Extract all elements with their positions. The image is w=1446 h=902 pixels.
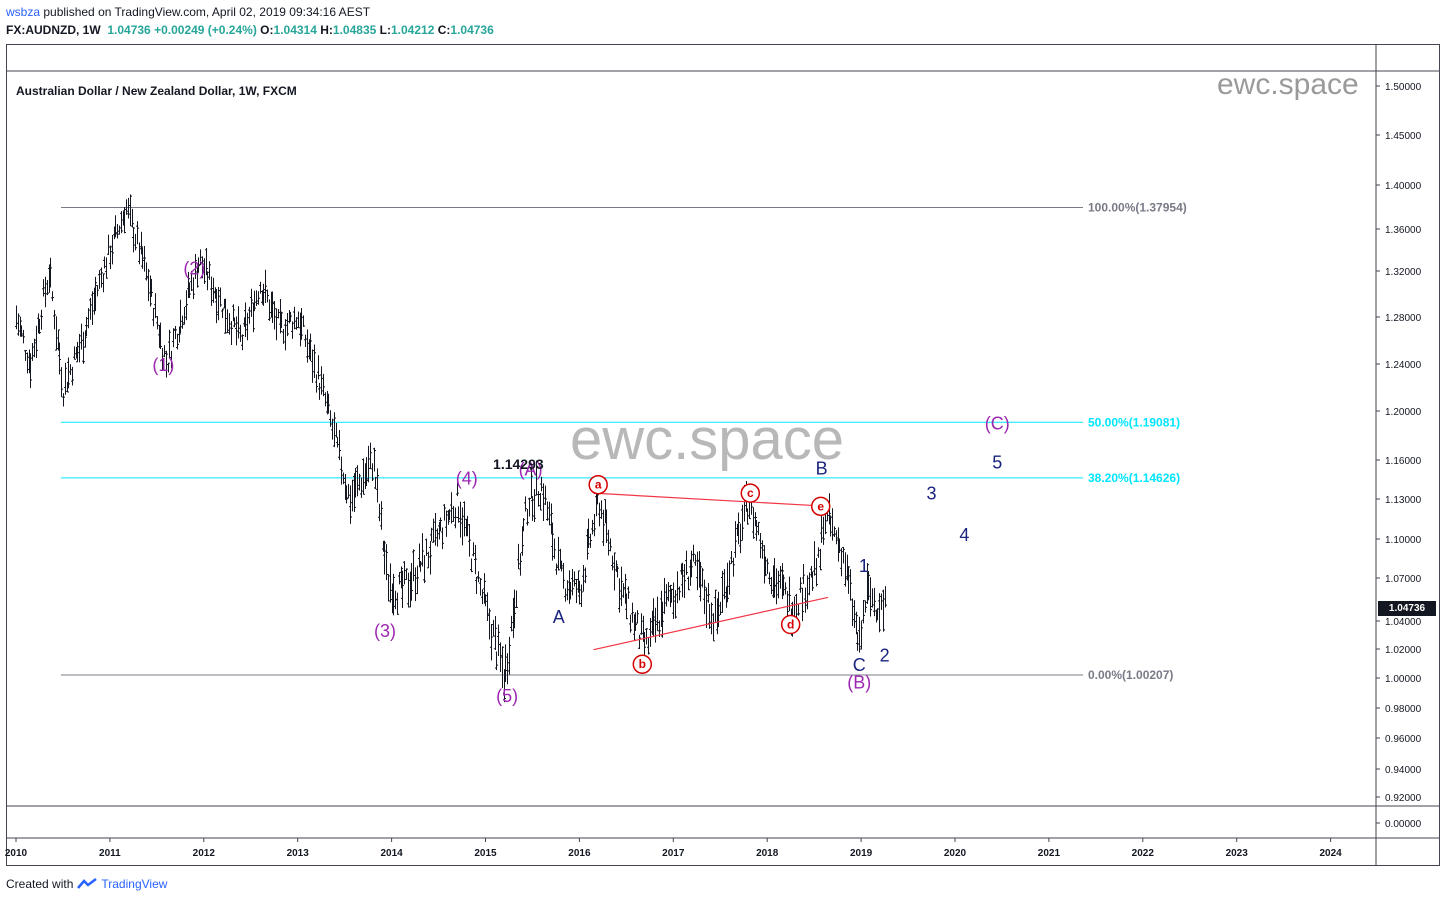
last-price-tag: 1.04736 bbox=[1378, 601, 1436, 616]
price-change: +0.00249 (+0.24%) bbox=[154, 23, 257, 37]
fib-level-label: 38.20%(1.14626) bbox=[1088, 471, 1180, 485]
y-axis-tick-label: 1.32000 bbox=[1385, 267, 1422, 278]
publish-info: wsbza published on TradingView.com, Apri… bbox=[6, 5, 370, 19]
x-axis-tick-label: 2022 bbox=[1132, 848, 1155, 859]
wave-label: 5 bbox=[992, 452, 1002, 472]
open-label: O: bbox=[260, 23, 274, 37]
circle-wave-marker bbox=[810, 496, 831, 517]
x-axis-tick-label: 2020 bbox=[944, 848, 967, 859]
y-axis-tick-label: 1.10000 bbox=[1385, 535, 1422, 546]
circle-wave-label: d bbox=[787, 618, 794, 632]
y-axis-tick-label: 1.02000 bbox=[1385, 645, 1422, 656]
y-axis-tick-label: 1.45000 bbox=[1385, 131, 1422, 142]
wave-label: B bbox=[816, 458, 828, 478]
wave-label: (B) bbox=[847, 673, 871, 693]
low-value: 1.04212 bbox=[390, 23, 435, 37]
circle-wave-marker bbox=[740, 483, 761, 503]
y-axis-tick-label: 1.24000 bbox=[1385, 360, 1422, 371]
circle-wave-marker bbox=[780, 614, 801, 635]
wave-label: (2) bbox=[183, 258, 205, 278]
open-value: 1.04314 bbox=[273, 23, 317, 37]
wave-label: (4) bbox=[456, 469, 478, 489]
wave-label: 1 bbox=[859, 556, 869, 576]
x-axis-tick-label: 2015 bbox=[474, 848, 497, 859]
watermark-center: ewc.space bbox=[570, 407, 845, 472]
x-axis-tick-label: 2016 bbox=[568, 848, 591, 859]
y-axis-tick-label: 1.16000 bbox=[1385, 456, 1422, 467]
high-value: 1.04835 bbox=[332, 23, 377, 37]
pane-title: Australian Dollar / New Zealand Dollar, … bbox=[16, 84, 297, 98]
x-axis-tick-label: 2017 bbox=[662, 848, 685, 859]
close-value: 1.04736 bbox=[450, 23, 494, 37]
wave-label: 3 bbox=[927, 484, 937, 504]
x-axis-tick-label: 2010 bbox=[5, 848, 28, 859]
wave-label: (5) bbox=[496, 686, 518, 706]
publish-text: published on TradingView.com, April 02, … bbox=[43, 5, 371, 19]
circle-wave-label: c bbox=[747, 486, 754, 500]
watermark-corner: ewc.space bbox=[1217, 68, 1359, 101]
x-axis-tick-label: 2023 bbox=[1226, 848, 1249, 859]
triangle-trendline bbox=[593, 492, 829, 507]
y-axis-tick-label: 1.50000 bbox=[1385, 82, 1422, 93]
y-axis-tick-label: 1.13000 bbox=[1385, 495, 1422, 506]
circle-wave-marker bbox=[588, 474, 608, 495]
symbol-info: FX:AUDNZD, 1W 1.04736 +0.00249 (+0.24%) … bbox=[6, 23, 494, 37]
fib-level-label: 100.00%(1.37954) bbox=[1088, 201, 1187, 215]
fib-level-label: 0.00%(1.00207) bbox=[1088, 668, 1173, 682]
wave-label: (A) bbox=[519, 460, 543, 480]
x-axis-tick-label: 2019 bbox=[850, 848, 873, 859]
y-axis-tick-label: 1.07000 bbox=[1385, 574, 1422, 585]
y-axis-tick-label: 0.98000 bbox=[1385, 704, 1422, 715]
close-label: C: bbox=[437, 23, 451, 37]
y-axis-tick-label: 0.92000 bbox=[1385, 793, 1422, 804]
wave-label: (3) bbox=[374, 621, 396, 641]
tradingview-brand-link[interactable]: TradingView bbox=[101, 877, 168, 891]
chart-frame bbox=[6, 44, 1440, 866]
y-axis-tick-label: 1.40000 bbox=[1385, 181, 1422, 192]
circle-wave-label: a bbox=[595, 478, 602, 492]
x-axis-tick-label: 2018 bbox=[756, 848, 779, 859]
author-link[interactable]: wsbza bbox=[6, 5, 41, 19]
volume-axis-tick-label: 0.00000 bbox=[1385, 819, 1422, 830]
fib-level-label: 50.00%(1.19081) bbox=[1088, 415, 1180, 429]
circle-wave-label: b bbox=[639, 657, 646, 671]
y-axis-tick-label: 1.20000 bbox=[1385, 407, 1422, 418]
wave-label: A bbox=[553, 607, 565, 627]
wave-label: 4 bbox=[959, 525, 969, 545]
created-with-label: Created with bbox=[6, 877, 74, 891]
last-price: 1.04736 bbox=[107, 23, 151, 37]
y-axis-tick-label: 0.96000 bbox=[1385, 734, 1422, 745]
y-axis-tick-label: 1.04000 bbox=[1385, 617, 1422, 628]
x-axis-tick-label: 2024 bbox=[1319, 848, 1342, 859]
circle-wave-label: e bbox=[817, 499, 824, 513]
x-axis-tick-label: 2012 bbox=[193, 848, 216, 859]
wave-label: 2 bbox=[880, 645, 890, 665]
y-axis-tick-label: 1.28000 bbox=[1385, 313, 1422, 324]
triangle-trendline bbox=[593, 596, 829, 651]
wave-label: (C) bbox=[985, 413, 1010, 433]
circle-wave-marker bbox=[632, 654, 653, 674]
low-label: L: bbox=[379, 23, 391, 37]
y-axis-tick-label: 1.36000 bbox=[1385, 225, 1422, 236]
y-axis-tick-label: 1.00000 bbox=[1385, 674, 1422, 685]
y-axis-tick-label: 0.94000 bbox=[1385, 765, 1422, 776]
price-annotation: 1.14293 bbox=[493, 456, 544, 472]
wave-label: C bbox=[853, 655, 866, 675]
x-axis-tick-label: 2013 bbox=[287, 848, 310, 859]
high-label: H: bbox=[320, 23, 333, 37]
symbol-label: FX:AUDNZD, 1W bbox=[6, 23, 101, 37]
footer: Created with TradingView bbox=[6, 877, 167, 891]
x-axis-tick-label: 2021 bbox=[1038, 848, 1061, 859]
wave-label: (1) bbox=[152, 355, 174, 375]
tradingview-logo-icon bbox=[77, 878, 98, 889]
x-axis-tick-label: 2011 bbox=[99, 848, 121, 859]
x-axis-tick-label: 2014 bbox=[380, 848, 403, 859]
